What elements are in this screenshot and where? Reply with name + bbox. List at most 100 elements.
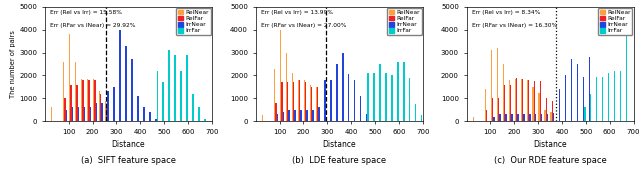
X-axis label: Distance: Distance (533, 140, 567, 149)
Bar (373, 73, 374, 121)
Bar (492, 98, 493, 121)
Bar (553, 113, 554, 121)
Bar (87, 79, 88, 121)
Text: Err (Rel vs Irr) = 15.58%: Err (Rel vs Irr) = 15.58% (50, 10, 122, 15)
Bar (157, 71, 158, 121)
Bar (626, 9, 627, 121)
Bar (602, 77, 604, 121)
Bar (336, 64, 337, 121)
Bar (583, 77, 584, 121)
Bar (547, 114, 548, 121)
Bar (510, 85, 511, 121)
Bar (577, 64, 578, 121)
X-axis label: Distance: Distance (111, 140, 145, 149)
Bar (287, 82, 289, 121)
Bar (276, 114, 278, 121)
Bar (522, 79, 524, 121)
Bar (262, 115, 263, 121)
Bar (360, 96, 362, 121)
Bar (88, 80, 90, 121)
Bar (330, 80, 332, 121)
Text: Err (RFar vs INear) = 16.30%: Err (RFar vs INear) = 16.30% (472, 23, 557, 28)
Bar (584, 107, 586, 121)
Bar (175, 55, 176, 121)
Bar (486, 110, 488, 121)
Bar (274, 69, 275, 121)
Text: Err (RFar vs INear) = 27.00%: Err (RFar vs INear) = 27.00% (260, 23, 346, 28)
Bar (282, 112, 284, 121)
Bar (596, 77, 598, 121)
Bar (77, 107, 79, 121)
Bar (70, 85, 72, 121)
Bar (311, 87, 312, 121)
Bar (367, 73, 369, 121)
Bar (131, 60, 132, 121)
Bar (300, 110, 301, 121)
Bar (545, 110, 546, 121)
Bar (318, 107, 319, 121)
Bar (75, 62, 76, 121)
Bar (100, 94, 102, 121)
Bar (286, 53, 287, 121)
Bar (83, 80, 84, 121)
Bar (565, 75, 566, 121)
Bar (473, 117, 474, 121)
Bar (559, 89, 561, 121)
Bar (541, 114, 543, 121)
Bar (93, 79, 94, 121)
X-axis label: Distance: Distance (323, 140, 356, 149)
Bar (589, 57, 590, 121)
Bar (342, 53, 344, 121)
Bar (280, 30, 281, 121)
Bar (186, 55, 188, 121)
Bar (99, 91, 100, 121)
Bar (348, 74, 349, 121)
Bar (529, 114, 531, 121)
Bar (614, 71, 616, 121)
Bar (72, 107, 73, 121)
Bar (168, 50, 170, 121)
Bar (163, 82, 164, 121)
Bar (491, 50, 492, 121)
Bar (421, 115, 422, 121)
Bar (294, 110, 296, 121)
Bar (305, 82, 307, 121)
Bar (415, 104, 417, 121)
Bar (504, 85, 506, 121)
Bar (506, 114, 507, 121)
Bar (403, 62, 404, 121)
Bar (105, 101, 106, 121)
Bar (409, 78, 410, 121)
Bar (550, 112, 552, 121)
Bar (516, 78, 517, 121)
Bar (391, 75, 392, 121)
Bar (76, 85, 77, 121)
Bar (298, 80, 299, 121)
Bar (534, 81, 535, 121)
Bar (180, 71, 182, 121)
Bar (484, 89, 486, 121)
Bar (509, 80, 510, 121)
Bar (192, 94, 194, 121)
Bar (524, 114, 525, 121)
Bar (571, 60, 572, 121)
Bar (312, 110, 314, 121)
Bar (120, 30, 121, 121)
Bar (84, 107, 85, 121)
Bar (307, 110, 308, 121)
Bar (515, 79, 516, 121)
Legend: RelNear, RelFar, IrrNear, IrrFar: RelNear, RelFar, IrrNear, IrrFar (387, 8, 422, 35)
Bar (108, 91, 109, 121)
Bar (125, 46, 127, 121)
Bar (69, 34, 70, 121)
Bar (397, 62, 399, 121)
Text: Err (RFar vs INear) = 29.92%: Err (RFar vs INear) = 29.92% (50, 23, 135, 28)
Bar (499, 114, 500, 121)
Bar (502, 64, 504, 121)
Bar (310, 85, 311, 121)
Bar (51, 107, 52, 121)
Bar (511, 114, 513, 121)
Bar (520, 79, 522, 121)
Text: Err (Rel vs Irr) = 8.34%: Err (Rel vs Irr) = 8.34% (472, 10, 540, 15)
Bar (546, 98, 547, 121)
